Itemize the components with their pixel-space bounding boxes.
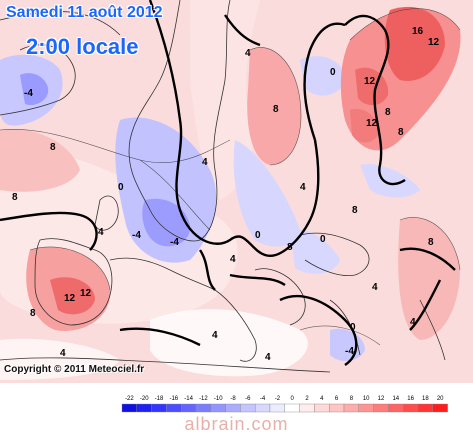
legend-swatch xyxy=(254,403,271,413)
legend-tick-label: 10 xyxy=(363,396,370,402)
label-8: 8 xyxy=(385,107,391,118)
label-12: 12 xyxy=(366,118,378,129)
date-title: Samedi 11 août 2012 xyxy=(6,4,163,21)
label-8: 8 xyxy=(273,104,279,115)
label-4: 4 xyxy=(410,317,416,328)
label-8: 8 xyxy=(428,237,434,248)
temperature-map: 16 12 12 12 12 12 8 8 8 8 8 8 8 8 8 4 4 … xyxy=(0,0,473,383)
label-4: 4 xyxy=(245,48,251,59)
label-4: 4 xyxy=(372,282,378,293)
label-16: 16 xyxy=(412,26,424,37)
legend-tick-label: 6 xyxy=(335,396,339,402)
label-4: 4 xyxy=(300,182,306,193)
legend-swatch xyxy=(299,403,315,413)
legend-swatch xyxy=(180,403,197,413)
legend-tick-label: 20 xyxy=(437,396,444,402)
legend-tick-label: 14 xyxy=(392,396,399,402)
label-12: 12 xyxy=(428,37,440,48)
label-8: 8 xyxy=(50,142,56,153)
time-title: 2:00 locale xyxy=(26,34,139,59)
label-neg4: -4 xyxy=(345,346,354,357)
label-12: 12 xyxy=(364,76,376,87)
legend-swatch xyxy=(432,403,448,413)
label-neg4: -4 xyxy=(24,88,33,99)
legend-swatch xyxy=(403,403,419,413)
legend-tick-label: 0 xyxy=(291,396,295,402)
legend-swatch xyxy=(240,403,256,413)
label-4: 4 xyxy=(265,352,271,363)
label-12: 12 xyxy=(80,288,92,299)
thick-isolines xyxy=(0,0,456,366)
legend-tick-label: 4 xyxy=(320,396,324,402)
label-4: 4 xyxy=(98,227,104,238)
legend-tick-label: -4 xyxy=(260,396,266,402)
legend-tick-label: -6 xyxy=(245,396,251,402)
label-0: 0 xyxy=(255,230,261,241)
label-4: 4 xyxy=(230,254,236,265)
label-neg4: -4 xyxy=(132,230,141,241)
legend-swatch xyxy=(166,403,182,413)
label-8: 8 xyxy=(352,205,358,216)
label-0: 0 xyxy=(350,322,356,333)
legend-swatch xyxy=(195,403,212,413)
legend-swatch xyxy=(388,403,404,413)
label-12: 12 xyxy=(64,293,76,304)
legend-swatch xyxy=(210,403,226,413)
legend-tick-label: -2 xyxy=(275,396,281,402)
label-0: 0 xyxy=(320,234,326,245)
legend-tick-label: -10 xyxy=(214,396,223,402)
legend-swatch xyxy=(136,403,152,413)
legend-tick-label: -12 xyxy=(199,396,208,402)
legend-tick-label: 18 xyxy=(422,396,429,402)
legend-tick-label: 2 xyxy=(305,396,309,402)
legend-tick-label: -16 xyxy=(169,396,178,402)
legend-swatch xyxy=(121,403,138,413)
legend-swatch xyxy=(225,403,241,413)
legend-tick-label: -14 xyxy=(184,396,193,402)
label-4: 4 xyxy=(212,330,218,341)
copyright-text: Copyright © 2011 Meteociel.fr xyxy=(4,364,145,375)
label-neg4: -4 xyxy=(170,237,179,248)
cold-area-scandinavia xyxy=(115,117,217,263)
label-8: 8 xyxy=(12,192,18,203)
legend-tick-label: 12 xyxy=(378,396,385,402)
legend-tick-label: -8 xyxy=(230,396,236,402)
label-8: 8 xyxy=(287,242,293,253)
label-0: 0 xyxy=(330,67,336,78)
legend-tick-label: -22 xyxy=(125,396,134,402)
label-4: 4 xyxy=(202,157,208,168)
warm-area-russia-west xyxy=(247,47,301,165)
legend-swatch xyxy=(284,403,300,413)
legend-swatch xyxy=(358,403,374,413)
legend-tick-label: 8 xyxy=(350,396,354,402)
legend-swatch xyxy=(314,403,330,413)
legend-swatch xyxy=(417,403,434,413)
watermark: albrain.com xyxy=(184,414,289,434)
legend-swatch xyxy=(329,403,345,413)
color-legend: -22 -20 -18 -16 -14 -12 -10 -8 -6 -4 -2 0 2 4 6 8 10 12 14… xyxy=(121,396,448,413)
legend-tick-label: 16 xyxy=(407,396,414,402)
legend-swatch xyxy=(373,403,389,413)
label-0: 0 xyxy=(118,182,124,193)
label-8: 8 xyxy=(398,127,404,138)
legend-swatch xyxy=(343,403,360,413)
legend-tick-label: -18 xyxy=(155,396,164,402)
label-8: 8 xyxy=(30,308,36,319)
legend-swatch xyxy=(269,403,286,413)
legend-tick-label: -20 xyxy=(140,396,149,402)
legend-swatch xyxy=(151,403,167,413)
label-4: 4 xyxy=(60,348,66,359)
